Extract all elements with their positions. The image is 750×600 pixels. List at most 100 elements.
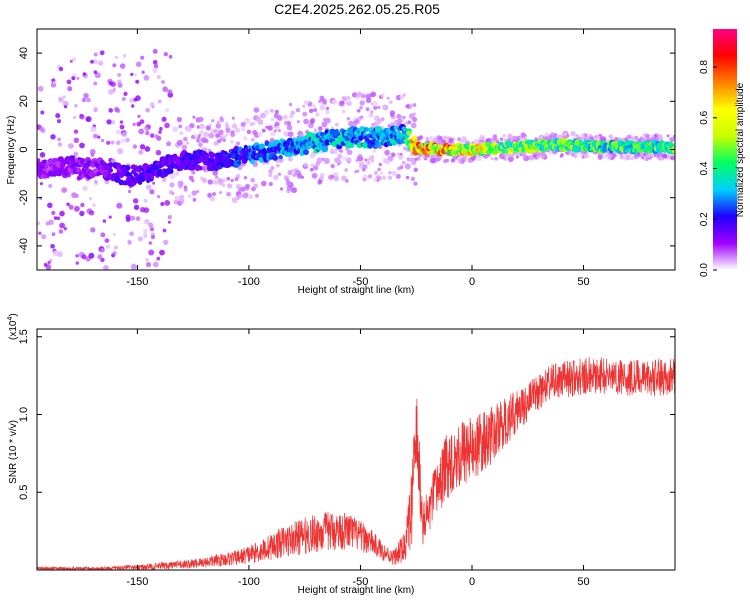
spectrogram-noise-point: [309, 153, 316, 159]
spectrogram-noise-point: [273, 174, 279, 181]
spectrogram-noise-point: [145, 258, 149, 262]
spectrogram-noise-point: [44, 275, 49, 280]
snr-y-tick-label: 0.5: [18, 485, 30, 500]
spectrogram-noise-point: [183, 136, 188, 142]
spectrogram-noise-point: [75, 261, 80, 265]
spectrogram-noise-point: [302, 104, 306, 108]
spectrogram-noise-point: [135, 216, 141, 221]
spectrogram-noise-point: [42, 271, 47, 276]
spectrogram-noise-point: [127, 189, 132, 194]
spectrogram-noise-point: [406, 166, 410, 170]
spectrogram-noise-point: [139, 119, 145, 125]
spectrogram-noise-point: [105, 244, 111, 250]
spectrogram-noise-point: [242, 192, 249, 199]
spectrogram-noise-point: [114, 107, 120, 112]
spectrogram-noise-point: [185, 141, 189, 145]
spectrogram-ridge-point: [324, 139, 331, 146]
spectrogram-noise-point: [63, 227, 67, 231]
spectrogram-noise-point: [121, 131, 128, 138]
spectrogram-noise-point: [485, 138, 490, 143]
spectrogram-ridge-point: [40, 165, 45, 170]
spectrogram-noise-point: [503, 157, 508, 161]
spectrogram-noise-point: [532, 153, 537, 158]
spectrogram-noise-point: [411, 117, 418, 123]
spectrogram-noise-point: [329, 148, 336, 154]
spectrogram-noise-point: [149, 227, 155, 232]
spectrogram-noise-point: [373, 105, 378, 110]
spectrogram-noise-point: [313, 128, 317, 132]
spectrogram-noise-point: [405, 121, 409, 125]
spectrogram-noise-point: [373, 149, 377, 153]
spectrogram-noise-point: [143, 233, 148, 238]
spectrogram-noise-point: [366, 158, 371, 162]
spectrogram-noise-point: [543, 153, 547, 157]
spectrogram-noise-point: [130, 72, 134, 76]
spectrogram-noise-point: [97, 60, 104, 66]
spectrogram-noise-point: [100, 257, 105, 263]
snr-x-tick-label: 50: [577, 576, 589, 588]
spectrogram-noise-point: [76, 283, 79, 286]
spectrogram-noise-point: [161, 177, 167, 183]
spectrogram-noise-point: [384, 150, 391, 156]
spectrogram-noise-point: [341, 96, 347, 101]
spectrogram-noise-point: [557, 134, 564, 141]
snr-line: [37, 357, 675, 570]
spectrogram-y-tick-label: 20: [18, 95, 30, 107]
spectrogram-noise-point: [110, 140, 115, 145]
spectrogram-noise-point: [316, 157, 323, 164]
spectrogram-noise-point: [268, 181, 273, 187]
spectrogram-ridge-point: [125, 165, 131, 171]
spectrogram-noise-point: [190, 135, 195, 139]
spectrogram-noise-point: [78, 272, 81, 275]
spectrogram-noise-point: [425, 136, 430, 141]
spectrogram-noise-point: [90, 59, 94, 64]
spectrogram-noise-point: [401, 160, 406, 165]
spectrogram-noise-point: [325, 106, 330, 110]
spectrogram-noise-point: [230, 131, 236, 138]
spectrogram-noise-point: [216, 120, 220, 124]
spectrogram-noise-point: [310, 163, 315, 168]
spectrogram-noise-point: [365, 97, 372, 104]
spectrogram-noise-point: [152, 181, 156, 185]
spectrogram-noise-point: [407, 120, 412, 125]
spectrogram-noise-point: [265, 125, 269, 129]
spectrogram-noise-point: [396, 152, 401, 156]
spectrogram-noise-point: [160, 202, 165, 206]
snr-plot-area: [37, 329, 675, 570]
spectrogram-noise-point: [99, 286, 103, 290]
spectrogram-noise-point: [56, 285, 60, 289]
spectrogram-noise-point: [391, 170, 397, 176]
snr-y-ticks: 0.5 1.0 1.5: [18, 329, 675, 500]
spectrogram-noise-point: [201, 165, 207, 171]
spectrogram-noise-point: [231, 123, 238, 129]
spectrogram-noise-point: [365, 107, 370, 112]
spectrogram-noise-point: [359, 100, 365, 106]
spectrogram-noise-point: [145, 108, 150, 113]
spectrogram-noise-point: [88, 252, 95, 259]
spectrogram-noise-point: [217, 129, 224, 136]
spectrogram-noise-point: [135, 61, 142, 68]
spectrogram-noise-point: [252, 121, 256, 126]
spectrogram-noise-point: [110, 159, 116, 164]
spectrogram-noise-point: [108, 215, 112, 219]
spectrogram-noise-point: [226, 192, 230, 196]
spectrogram-ridge-point: [293, 137, 298, 142]
spectrogram-noise-point: [112, 251, 117, 256]
spectrogram-noise-point: [59, 222, 65, 229]
spectrogram-noise-point: [302, 111, 308, 117]
spectrogram-noise-point: [84, 285, 89, 290]
spectrogram-noise-point: [121, 97, 126, 101]
spectrogram-noise-point: [342, 156, 347, 161]
spectrogram-noise-point: [120, 138, 126, 144]
spectrogram-noise-point: [150, 235, 155, 240]
spectrogram-noise-point: [213, 179, 219, 185]
spectrogram-noise-point: [642, 152, 647, 157]
spectrogram-noise-point: [570, 131, 576, 137]
spectrogram-noise-point: [192, 170, 196, 174]
spectrogram-noise-point: [243, 136, 248, 141]
spectrogram-noise-point: [149, 189, 155, 195]
spectrogram-noise-point: [122, 53, 127, 58]
spectrogram-noise-point: [39, 182, 43, 186]
spectrogram-noise-point: [192, 197, 197, 202]
spectrogram-noise-point: [358, 153, 363, 158]
